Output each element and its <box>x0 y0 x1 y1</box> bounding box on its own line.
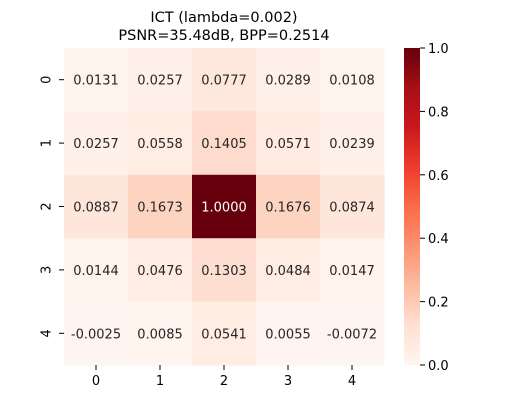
heatmap-cell-r4-c3 <box>256 301 321 366</box>
cell-label-r1-c4: 0.0239 <box>329 137 375 152</box>
cell-label-r3-c1: 0.0476 <box>137 264 183 279</box>
cell-label-r4-c3: 0.0055 <box>265 327 311 342</box>
y-tick-label-1: 1 <box>40 139 55 147</box>
chart-title-line-1: ICT (lambda=0.002) <box>150 10 297 26</box>
cell-label-r1-c1: 0.0558 <box>137 137 183 152</box>
x-axis-ticks: 0 1 2 3 4 <box>92 365 356 389</box>
cell-label-r0-c2: 0.0777 <box>201 74 247 89</box>
chart-title-line-2: PSNR=35.48dB, BPP=0.2514 <box>118 28 329 44</box>
cell-label-r0-c1: 0.0257 <box>137 74 183 89</box>
cell-label-r2-c0: 0.0887 <box>73 201 119 216</box>
heatmap-cell-r3-c2 <box>192 238 257 303</box>
cell-label-r2-c3: 0.1676 <box>265 201 311 216</box>
heatmap-cell-r1-c1 <box>128 111 193 176</box>
y-tick-label-3: 3 <box>40 266 55 274</box>
cell-label-r3-c3: 0.0484 <box>265 264 311 279</box>
heatmap-cell-r0-c3 <box>256 48 321 112</box>
cell-label-r3-c0: 0.0144 <box>73 264 119 279</box>
heatmap-cell-r1-c4 <box>320 111 385 176</box>
heatmap-cell-r4-c0 <box>64 301 129 366</box>
heatmap-cell-r1-c0 <box>64 111 129 176</box>
colorbar-tick-label-0: 0.0 <box>428 359 449 374</box>
cell-label-r1-c0: 0.0257 <box>73 137 119 152</box>
cell-label-r0-c0: 0.0131 <box>73 74 119 89</box>
colorbar-tick-label-1: 0.2 <box>428 296 449 311</box>
cell-label-r2-c2: 1.0000 <box>201 201 247 216</box>
cell-label-r1-c2: 0.1405 <box>201 137 247 152</box>
cell-label-r4-c1: 0.0085 <box>137 327 183 342</box>
y-axis-ticks: 0 1 2 3 4 <box>40 76 64 337</box>
cell-label-r4-c4: -0.0072 <box>327 327 377 342</box>
colorbar-tick-label-4: 0.8 <box>428 105 449 120</box>
heatmap-cell-r2-c3 <box>256 174 321 239</box>
heatmap-cell-r3-c0 <box>64 238 129 303</box>
colorbar-tick-label-5: 1.0 <box>428 42 449 57</box>
heatmap-cell-r3-c1 <box>128 238 193 303</box>
cell-label-r0-c3: 0.0289 <box>265 74 311 89</box>
colorbar-ticks: 0.0 0.2 0.4 0.6 0.8 1.0 <box>420 42 449 374</box>
cell-label-r2-c1: 0.1673 <box>137 201 183 216</box>
heatmap-cell-r2-c1 <box>128 174 193 239</box>
heatmap-cells: 0.0131 0.0257 0.0777 0.0289 0.0108 0.0257 0.05… <box>64 48 385 366</box>
cell-label-r4-c0: -0.0025 <box>71 327 121 342</box>
cell-label-r1-c3: 0.0571 <box>265 137 311 152</box>
heatmap-cell-r3-c3 <box>256 238 321 303</box>
heatmap-cell-r0-c1 <box>128 48 193 112</box>
cell-label-r0-c4: 0.0108 <box>329 74 375 89</box>
colorbar-tick-label-2: 0.4 <box>428 232 449 247</box>
heatmap-cell-r4-c1 <box>128 301 193 366</box>
heatmap-cell-r2-c0 <box>64 174 129 239</box>
colorbar-tick-label-3: 0.6 <box>428 169 449 184</box>
heatmap-cell-r0-c0 <box>64 48 129 112</box>
cell-label-r3-c2: 0.1303 <box>201 264 247 279</box>
x-tick-label-3: 3 <box>284 374 292 389</box>
x-tick-label-4: 4 <box>348 374 356 389</box>
y-tick-label-4: 4 <box>40 329 55 337</box>
cell-label-r4-c2: 0.0541 <box>201 327 247 342</box>
heatmap-cell-r0-c2 <box>192 48 257 112</box>
heatmap-cell-r3-c4 <box>320 238 385 303</box>
heatmap-cell-r4-c4 <box>320 301 385 366</box>
heatmap-cell-r0-c4 <box>320 48 385 112</box>
colorbar <box>404 48 420 365</box>
cell-label-r3-c4: 0.0147 <box>329 264 375 279</box>
heatmap-cell-r2-c4 <box>320 174 385 239</box>
y-tick-label-0: 0 <box>40 76 55 84</box>
heatmap-cell-r4-c2 <box>192 301 257 366</box>
heatmap-cell-r1-c2 <box>192 111 257 176</box>
heatmap-cell-r2-c2 <box>192 174 257 239</box>
y-tick-label-2: 2 <box>40 202 55 210</box>
heatmap-cell-r1-c3 <box>256 111 321 176</box>
cell-label-r2-c4: 0.0874 <box>329 201 375 216</box>
x-tick-label-0: 0 <box>92 374 100 389</box>
x-tick-label-1: 1 <box>156 374 164 389</box>
x-tick-label-2: 2 <box>220 374 228 389</box>
